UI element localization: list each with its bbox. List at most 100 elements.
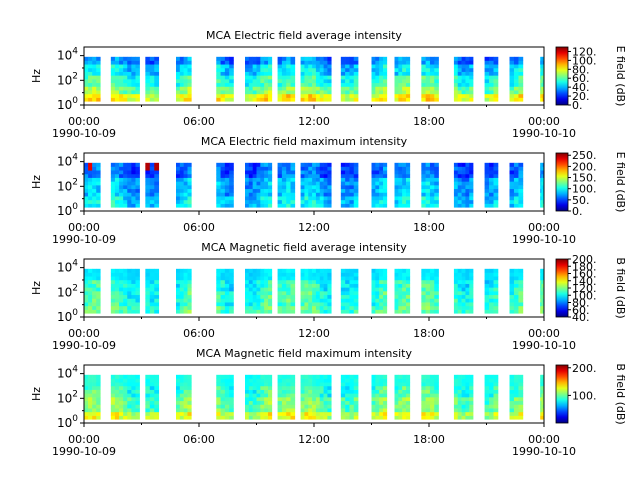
spectrogram-cell [513,170,519,175]
spectrogram-cell [465,199,470,204]
spectrogram-cell [402,181,407,186]
spectrogram-cell [484,404,490,409]
spectrogram-cell [290,378,296,383]
spectrogram-cell [513,378,519,383]
spectrogram-cell [245,181,250,186]
spectrogram-cell [127,415,132,420]
spectrogram-cell [540,272,542,277]
spectrogram-cell [154,276,160,281]
spectrogram-cell [465,309,470,314]
spectrogram-cell [353,382,359,387]
spectrogram-cell [88,64,93,69]
spectrogram-cell [509,298,515,303]
spectrogram-cell [119,389,124,394]
spectrogram-cell [179,173,184,178]
spectrogram-cell [489,79,494,84]
spectrogram-cell [229,166,234,171]
spectrogram-cell [421,276,426,281]
spectrogram-cell [375,374,380,379]
spectrogram-cell [220,173,226,178]
spectrogram-cell [224,170,230,175]
spectrogram-cell [345,82,350,87]
spectrogram-cell [540,276,542,281]
spectrogram-cell [323,185,328,190]
spectrogram-cell [513,411,519,416]
spectrogram-cell [371,56,376,61]
spectrogram-cell [131,93,136,98]
spectrogram-cell [119,181,124,186]
spectrogram-cell [216,279,221,284]
spectrogram-cell [383,67,388,72]
spectrogram-cell [461,177,466,182]
spectrogram-cell [220,166,226,171]
spectrogram-cell [149,181,155,186]
spectrogram-cell [340,294,346,299]
spectrogram-cell [513,185,519,190]
spectrogram-cell [229,279,234,284]
spectrogram-cell [371,268,376,273]
spectrogram-cell [383,298,388,303]
spectrogram-cell [84,203,89,208]
spectrogram-cell [489,177,494,182]
spectrogram-cell [248,408,253,413]
spectrogram-cell [461,188,466,193]
spectrogram-cell [229,75,234,80]
spectrogram-cell [319,382,324,387]
spectrogram-cell [187,97,192,102]
spectrogram-cell [187,305,192,310]
spectrogram-cell [453,291,459,296]
spectrogram-cell [127,393,132,398]
spectrogram-cell [216,374,221,379]
spectrogram-cell [304,382,309,387]
spectrogram-cell [145,283,151,288]
spectrogram-cell [353,385,359,390]
spectrogram-cell [308,287,313,292]
spectrogram-cell [229,397,234,402]
spectrogram-cell [323,71,328,76]
spectrogram-cell [340,79,346,84]
spectrogram-cell [457,397,462,402]
spectrogram-cell [245,415,250,420]
spectrogram-cell [308,181,313,186]
spectrogram-cell [245,188,250,193]
spectrogram-cell [379,173,384,178]
spectrogram-cell [88,90,93,95]
spectrogram-cell [260,185,265,190]
spectrogram-cell [319,203,324,208]
spectrogram-cell [252,283,257,288]
spectrogram-cell [353,302,359,307]
spectrogram-cell [110,90,116,95]
spectrogram-cell [154,97,160,102]
spectrogram-cell [461,389,466,394]
spectrogram-cell [379,272,384,277]
spectrogram-cell [88,192,93,197]
spectrogram-cell [513,162,519,167]
spectrogram-cell [383,283,388,288]
spectrogram-cell [398,268,403,273]
spectrogram-cell [425,170,431,175]
spectrogram-cell [457,415,462,420]
spectrogram-cell [421,393,426,398]
spectrogram-cell [383,82,388,87]
spectrogram-cell [540,385,542,390]
spectrogram-cell [119,374,124,379]
spectrogram-cell [252,67,257,72]
spectrogram-cell [345,291,350,296]
spectrogram-cell [383,272,388,277]
spectrogram-cell [541,291,544,296]
spectrogram-cell [277,309,283,314]
spectrogram-cell [281,170,287,175]
spectrogram-cell [187,298,192,303]
spectrogram-cell [245,389,250,394]
spectrogram-cell [493,302,499,307]
spectrogram-cell [179,166,184,171]
colorbar-tick-label: 250. [572,149,597,162]
spectrogram-cell [114,56,120,61]
spectrogram-cell [149,272,155,277]
spectrogram-cell [371,203,376,208]
spectrogram-cell [84,56,89,61]
spectrogram-cell [114,185,120,190]
spectrogram-cell [179,181,184,186]
spectrogram-cell [300,389,305,394]
spectrogram-cell [315,192,321,197]
